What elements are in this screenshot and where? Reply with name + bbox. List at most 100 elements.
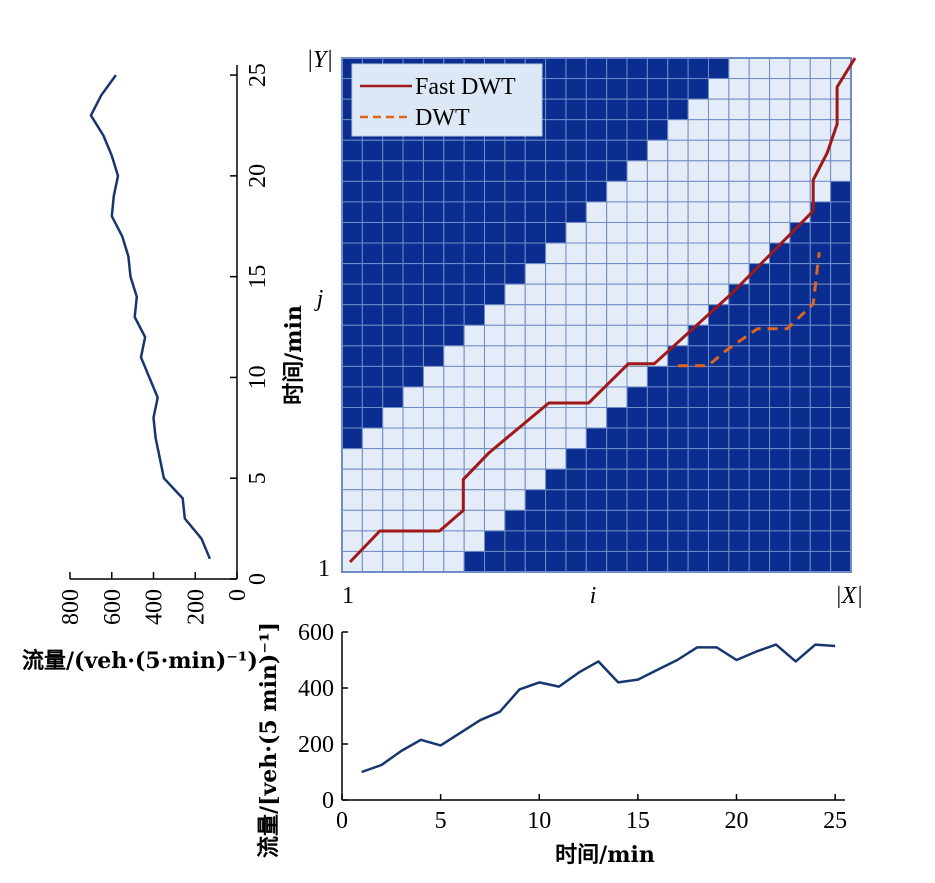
grid-cell-blocked: [484, 283, 506, 306]
grid-cell-blocked: [687, 550, 709, 573]
grid-cell-blocked: [565, 98, 587, 121]
grid-cell-allowed: [748, 160, 771, 182]
grid-cell-allowed: [769, 160, 791, 182]
grid-cell-blocked: [361, 345, 384, 367]
grid-cell-allowed: [361, 448, 384, 470]
grid-cell-blocked: [361, 386, 384, 409]
grid-cell-allowed: [402, 427, 424, 450]
grid-cell-allowed: [646, 242, 669, 265]
grid-cell-blocked: [565, 530, 587, 552]
grid-cell-allowed: [382, 448, 404, 470]
grid-cell-allowed: [484, 509, 506, 532]
grid-cell-blocked: [443, 221, 465, 244]
grid-cell-allowed: [687, 221, 709, 244]
grid-cell-blocked: [484, 550, 506, 573]
bottom-y-tick-label: 0: [322, 788, 334, 814]
grid-cell-allowed: [830, 139, 852, 162]
grid-cell-blocked: [830, 509, 852, 532]
grid-cell-blocked: [565, 180, 587, 203]
grid-cell-blocked: [830, 550, 852, 573]
grid-cell-blocked: [504, 509, 526, 532]
grid-cell-blocked: [504, 530, 526, 552]
grid-y-tick-end: |Y|: [306, 47, 333, 73]
grid-cell-allowed: [626, 365, 648, 388]
grid-cell-blocked: [789, 242, 811, 265]
grid-cell-blocked: [707, 468, 730, 491]
grid-cell-allowed: [402, 448, 424, 470]
grid-cell-blocked: [422, 139, 445, 162]
grid-cell-blocked: [687, 489, 709, 511]
grid-cell-blocked: [769, 509, 791, 532]
grid-cell-blocked: [545, 489, 567, 511]
grid-cell-blocked: [443, 160, 465, 182]
grid-cell-allowed: [667, 283, 689, 306]
grid-cell-allowed: [667, 221, 689, 244]
grid-cell-allowed: [504, 283, 526, 306]
grid-cell-blocked: [341, 221, 363, 244]
grid-cell-blocked: [402, 283, 424, 306]
grid-cell-blocked: [565, 468, 587, 491]
grid-cell-allowed: [545, 263, 567, 285]
bottom-y-tick-label: 400: [298, 676, 334, 702]
grid-cell-allowed: [585, 365, 608, 388]
grid-cell-blocked: [707, 489, 730, 511]
grid-cell-blocked: [341, 365, 363, 388]
grid-cell-allowed: [341, 468, 363, 491]
grid-cell-blocked: [463, 180, 486, 203]
grid-cell-allowed: [728, 201, 750, 223]
grid-cell-blocked: [504, 263, 526, 285]
grid-cell-allowed: [443, 407, 465, 429]
grid-cell-blocked: [606, 98, 628, 121]
grid-cell-blocked: [789, 386, 811, 409]
grid-cell-blocked: [830, 530, 852, 552]
grid-cell-blocked: [382, 201, 404, 223]
grid-cell-allowed: [606, 345, 628, 367]
grid-cell-blocked: [707, 365, 730, 388]
grid-cell-blocked: [382, 139, 404, 162]
left-x-tick-label: 400: [142, 589, 168, 625]
grid-cell-blocked: [748, 304, 771, 326]
grid-cell-blocked: [606, 468, 628, 491]
grid-cell-blocked: [728, 427, 750, 450]
grid-cell-allowed: [443, 427, 465, 450]
grid-cell-blocked: [830, 283, 852, 306]
grid-cell-blocked: [565, 509, 587, 532]
grid-cell-allowed: [707, 119, 730, 141]
grid-cell-allowed: [443, 530, 465, 552]
grid-cell-blocked: [789, 324, 811, 347]
grid-cell-allowed: [769, 139, 791, 162]
grid-cell-blocked: [769, 304, 791, 326]
legend-label-fast-dwt: Fast DWT: [415, 74, 516, 100]
grid-cell-blocked: [809, 386, 832, 409]
grid-cell-blocked: [524, 242, 547, 265]
bottom-x-tick-label: 0: [336, 808, 348, 834]
grid-cell-allowed: [646, 201, 669, 223]
grid-cell-blocked: [830, 221, 852, 244]
grid-cell-blocked: [565, 119, 587, 141]
grid-cell-allowed: [504, 324, 526, 347]
grid-cell-allowed: [422, 407, 445, 429]
grid-cell-allowed: [463, 468, 486, 491]
grid-cell-blocked: [707, 324, 730, 347]
grid-cell-allowed: [667, 242, 689, 265]
grid-cell-allowed: [422, 427, 445, 450]
grid-cell-blocked: [484, 263, 506, 285]
grid-cell-allowed: [789, 57, 811, 80]
grid-cell-allowed: [769, 180, 791, 203]
grid-y-tick-start: 1: [318, 556, 330, 582]
grid-cell-allowed: [524, 386, 547, 409]
dwt-grid-chart: Fast DWT DWT 1 |X| i 1 |Y| j: [306, 47, 862, 609]
grid-cell-blocked: [382, 263, 404, 285]
grid-cell-blocked: [830, 386, 852, 409]
bottom-y-tick-label: 200: [298, 732, 334, 758]
grid-cell-allowed: [789, 160, 811, 182]
grid-cell-blocked: [667, 407, 689, 429]
grid-cell-blocked: [830, 304, 852, 326]
grid-cell-blocked: [728, 489, 750, 511]
left-y-tick-label: 15: [245, 265, 271, 289]
grid-cell-allowed: [687, 180, 709, 203]
grid-cell-allowed: [585, 242, 608, 265]
grid-cell-blocked: [769, 283, 791, 306]
grid-cell-blocked: [463, 263, 486, 285]
grid-cell-blocked: [667, 489, 689, 511]
